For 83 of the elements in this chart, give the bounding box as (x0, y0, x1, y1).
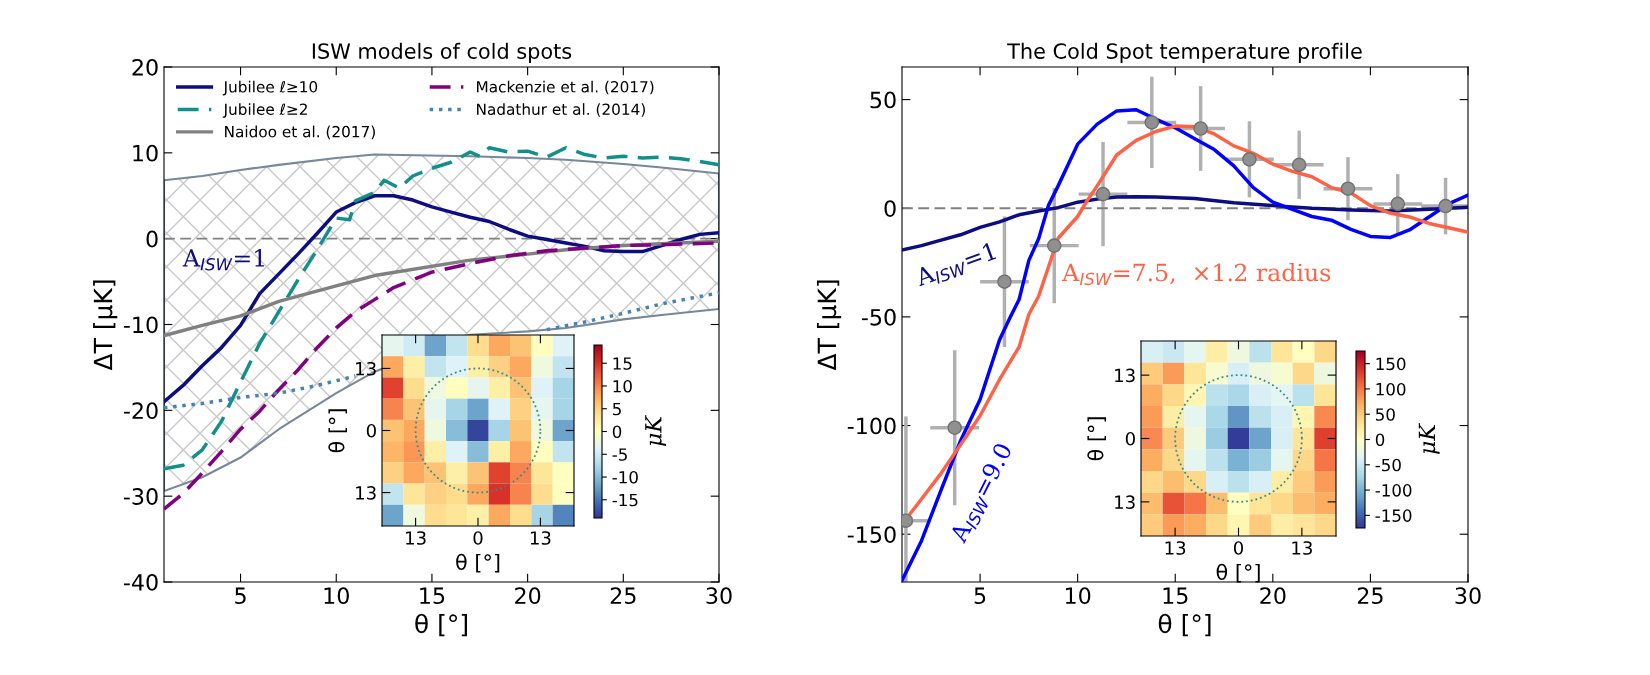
x-tick-label: 5 (235, 587, 246, 605)
x-tick-label: 0 (1233, 541, 1244, 555)
line-series (164, 194, 719, 404)
x-axis-title: θ [°] (456, 553, 500, 573)
color-bar-label: -15 (612, 493, 638, 507)
annotation: A$_{ISW}$=7.5, ×1.2 radius (1062, 263, 1331, 286)
y-axis-title: ΔT [μK] (816, 280, 842, 371)
legend-label: Nadathur et al. (2014) (477, 103, 645, 117)
x-tick-label: 13 (1292, 541, 1312, 555)
y-tick-label: 13 (1115, 368, 1135, 383)
y-tick-label: -10 (123, 316, 158, 334)
y-axis-title: θ [°] (1087, 417, 1107, 461)
color-bar-label: 0 (1375, 433, 1385, 447)
y-tick-label: -100 (847, 417, 896, 435)
color-bar-label: -5 (612, 448, 627, 461)
point (1390, 196, 1406, 212)
color-bar-label: 50 (1376, 408, 1395, 421)
y-tick-label: 13 (1115, 495, 1135, 509)
y-tick-label: -40 (123, 573, 158, 591)
y-tick-label: -150 (847, 526, 896, 543)
x-tick-label: 0 (473, 531, 483, 545)
color-bar-title: μK (1418, 422, 1440, 455)
color-bar-label: -100 (1375, 484, 1412, 497)
annotation: A$_{ISW}$=1 (913, 241, 998, 291)
x-tick-label: 15 (420, 587, 445, 605)
x-tick-label: 25 (1357, 587, 1383, 605)
x-axis-title: θ [°] (1216, 563, 1260, 583)
point (1242, 152, 1257, 167)
point (947, 420, 962, 435)
y-tick-label: 20 (132, 58, 158, 76)
point (1144, 115, 1160, 130)
color-bar-label: 100 (1376, 382, 1406, 396)
annotation: A$_{ISW}$=1 (182, 248, 264, 271)
color-bar-label: -50 (1375, 458, 1401, 472)
chart-title: The Cold Spot temperature profile (1007, 42, 1362, 63)
color-bar-label: 5 (613, 402, 621, 416)
annotation: A$_{ISW}$=9.0 (948, 441, 1016, 546)
legend-label: Mackenzie et al. (2017) (477, 80, 654, 95)
point (1340, 181, 1356, 196)
x-tick-label: 25 (610, 587, 636, 605)
y-tick-label: 10 (133, 144, 158, 162)
x-tick-label: 15 (1163, 587, 1188, 605)
color-bar-label: -150 (1375, 509, 1412, 522)
x-tick-label: 10 (324, 587, 349, 605)
x-tick-label: 5 (974, 587, 986, 605)
y-tick-label: 0 (1125, 431, 1135, 446)
y-tick-label: 50 (870, 91, 896, 109)
y-tick-label: -30 (123, 488, 158, 505)
color-bar-label: 0 (612, 425, 622, 439)
point (1291, 157, 1307, 173)
point (1438, 198, 1453, 214)
point (1193, 121, 1208, 136)
point (1046, 238, 1062, 253)
x-tick-label: 20 (515, 587, 541, 605)
legend-label: Jubilee ℓ≥10 (222, 80, 318, 96)
x-tick-label: 13 (406, 531, 426, 545)
y-tick-label: -50 (861, 308, 896, 326)
y-tick-label: 13 (356, 486, 376, 500)
x-tick-label: 13 (1165, 541, 1186, 555)
chart-title: ISW models of cold spots (312, 42, 572, 63)
x-tick-label: 13 (530, 531, 551, 545)
color-bar-label: -10 (612, 470, 638, 484)
point (997, 274, 1012, 289)
color-bar-label: 150 (1376, 357, 1406, 371)
legend-label: Jubilee ℓ≥2 (222, 103, 307, 118)
color-bar-title: μK (645, 414, 667, 447)
color-bar-label: 15 (613, 357, 632, 370)
x-tick-label: 30 (706, 587, 732, 605)
y-tick-label: -20 (123, 402, 158, 420)
x-tick-label: 20 (1260, 587, 1286, 605)
y-tick-label: 0 (884, 200, 896, 217)
color-bar-label: 10 (613, 379, 632, 393)
y-axis-title: θ [°] (328, 409, 348, 453)
y-tick-label: 0 (146, 230, 158, 248)
x-tick-label: 30 (1455, 587, 1481, 605)
x-axis-title: θ [°] (415, 613, 467, 637)
x-tick-label: 10 (1065, 587, 1091, 605)
y-tick-label: 13 (356, 361, 376, 376)
y-tick-label: 0 (366, 423, 376, 438)
legend-label: Naidoo et al. (2017) (225, 125, 375, 140)
point (1095, 186, 1111, 202)
y-axis-title: ΔT [μK] (93, 280, 118, 371)
x-axis-title: θ [°] (1158, 613, 1211, 637)
